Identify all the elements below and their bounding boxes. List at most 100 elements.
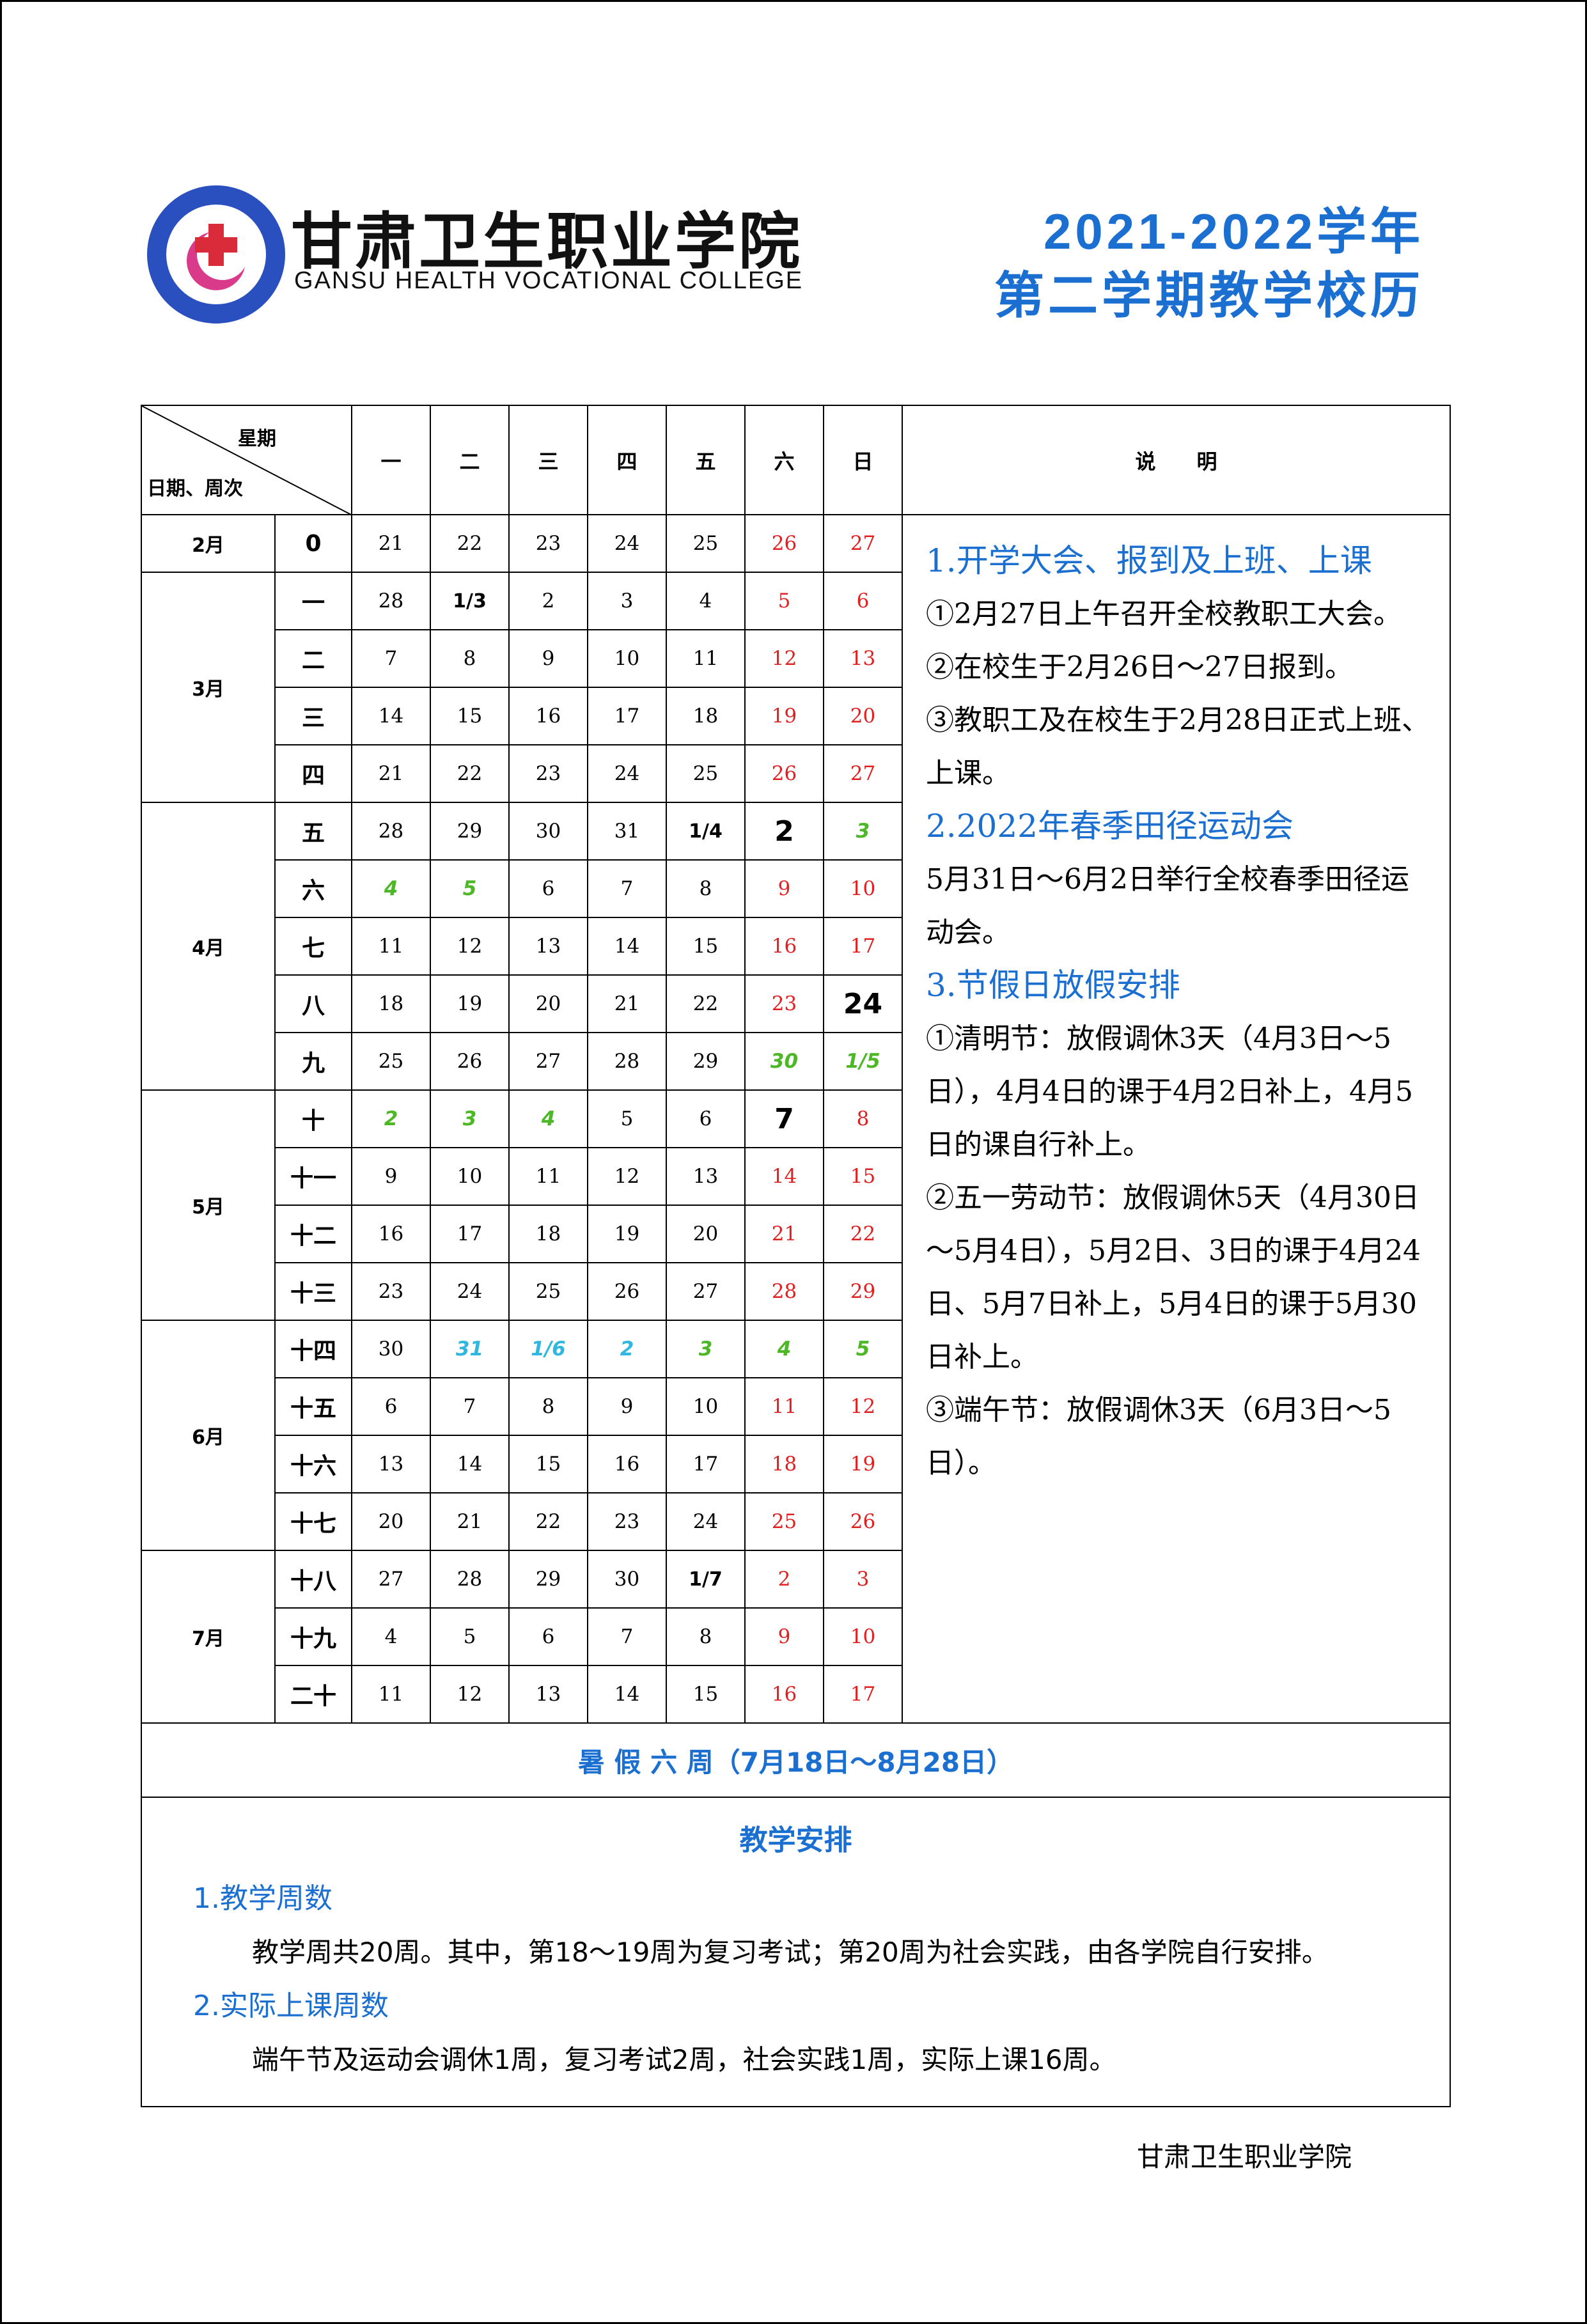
week-row: 九 25 26 27 28 29 30 1/5 bbox=[141, 1032, 1450, 1091]
day-cell: 7 bbox=[430, 1377, 510, 1436]
week-row: 十一 9 10 11 12 13 14 15 bbox=[141, 1147, 1450, 1206]
day-cell: 11 bbox=[351, 1665, 431, 1724]
day-cell: 30 bbox=[744, 1032, 824, 1091]
day-cell: 31 bbox=[430, 1320, 510, 1378]
subtitle: 第二学期教学校历 bbox=[994, 267, 1424, 324]
week-number: 十一 bbox=[274, 1147, 352, 1206]
day-cell: 2 bbox=[351, 1089, 431, 1148]
week-number: 十 bbox=[274, 1089, 352, 1148]
day-cell: 12 bbox=[430, 1665, 510, 1724]
weekday-header: 五 bbox=[666, 405, 746, 515]
calendar-table: 星期 日期、周次一二三四五六日说 明 2月 0 21 22 23 24 25 26 27 1.开学大会… bbox=[141, 405, 1451, 2107]
day-cell: 27 bbox=[351, 1550, 431, 1609]
footer: 甘肃卫生职业学院 bbox=[1136, 2141, 1352, 2172]
day-cell: 10 bbox=[823, 859, 903, 918]
day-cell: 30 bbox=[508, 802, 588, 861]
day-cell: 18 bbox=[744, 1435, 824, 1493]
day-cell: 27 bbox=[666, 1262, 746, 1321]
notes-heading: 2.2022年春季田径运动会 bbox=[926, 807, 1294, 845]
day-cell: 29 bbox=[430, 802, 510, 861]
notes-line: ①2月27日上午召开全校教职工大会。 bbox=[926, 598, 1402, 630]
day-cell: 3 bbox=[823, 1550, 903, 1609]
weekday-header: 二 bbox=[430, 405, 510, 515]
day-cell: 16 bbox=[587, 1435, 667, 1493]
week-number: 十二 bbox=[274, 1205, 352, 1263]
day-cell: 7 bbox=[587, 859, 667, 918]
week-number: 二 bbox=[274, 629, 352, 688]
school-name: 甘肃卫生职业学院 bbox=[291, 205, 802, 277]
day-cell: 11 bbox=[351, 917, 431, 976]
day-cell: 30 bbox=[351, 1320, 431, 1378]
day-cell: 11 bbox=[508, 1147, 588, 1206]
day-cell: 16 bbox=[508, 687, 588, 745]
month-label: 6月 bbox=[141, 1320, 276, 1551]
day-cell: 15 bbox=[508, 1435, 588, 1493]
day-cell: 9 bbox=[351, 1147, 431, 1206]
day-cell: 17 bbox=[430, 1205, 510, 1263]
day-cell: 21 bbox=[587, 974, 667, 1033]
day-cell: 5 bbox=[744, 572, 824, 630]
day-cell: 27 bbox=[823, 744, 903, 803]
week-number: 十三 bbox=[274, 1262, 352, 1321]
day-cell: 17 bbox=[823, 917, 903, 976]
notes-line: ①清明节：放假调休3天（4月3日～5日），4月4日的课于4月2日补上，4月5日的… bbox=[926, 1022, 1413, 1161]
week-row: 八 18 19 20 21 22 23 24 bbox=[141, 974, 1450, 1033]
day-cell: 5 bbox=[587, 1089, 667, 1148]
day-cell: 23 bbox=[744, 974, 824, 1033]
day-cell: 2 bbox=[744, 802, 824, 861]
header-row: 星期 日期、周次一二三四五六日说 明 bbox=[141, 405, 1451, 515]
day-cell: 24 bbox=[587, 744, 667, 803]
day-cell: 4 bbox=[351, 859, 431, 918]
notes-heading: 3.节假日放假安排 bbox=[926, 967, 1180, 1004]
day-cell: 22 bbox=[430, 514, 510, 573]
week-number: 七 bbox=[274, 917, 352, 976]
day-cell: 19 bbox=[744, 687, 824, 745]
day-cell: 15 bbox=[430, 687, 510, 745]
week-row: 十三 23 24 25 26 27 28 29 bbox=[141, 1262, 1450, 1321]
week-number: 十七 bbox=[274, 1492, 352, 1551]
week-row: 3月一 28 1/3 2 3 4 5 6 bbox=[141, 572, 1450, 803]
day-cell: 12 bbox=[430, 917, 510, 976]
corner-top-label: 星期 bbox=[238, 428, 276, 450]
day-cell: 20 bbox=[823, 687, 903, 745]
day-cell: 21 bbox=[351, 514, 431, 573]
day-cell: 19 bbox=[587, 1205, 667, 1263]
month-label: 7月 bbox=[141, 1550, 276, 1724]
day-cell: 8 bbox=[508, 1377, 588, 1436]
day-cell: 1/6 bbox=[508, 1320, 588, 1378]
day-cell: 23 bbox=[587, 1492, 667, 1551]
day-cell: 16 bbox=[744, 917, 824, 976]
day-cell: 22 bbox=[823, 1205, 903, 1263]
day-cell: 31 bbox=[587, 802, 667, 861]
day-cell: 29 bbox=[666, 1032, 746, 1091]
week-row: 十六 13 14 15 16 17 18 19 bbox=[141, 1435, 1450, 1493]
school-name-en: GANSU HEALTH VOCATIONAL COLLEGE bbox=[294, 267, 804, 294]
week-number: 八 bbox=[274, 974, 352, 1033]
day-cell: 9 bbox=[744, 859, 824, 918]
day-cell: 4 bbox=[508, 1089, 588, 1148]
day-cell: 12 bbox=[587, 1147, 667, 1206]
week-row: 三 14 15 16 17 18 19 20 bbox=[141, 687, 1450, 745]
week-row: 4月五 28 29 30 31 1/4 2 3 bbox=[141, 802, 1450, 1091]
day-cell: 8 bbox=[823, 1089, 903, 1148]
day-cell: 25 bbox=[508, 1262, 588, 1321]
day-cell: 16 bbox=[744, 1665, 824, 1724]
notes-line: ③端午节：放假调休3天（6月3日～5日）。 bbox=[926, 1394, 1391, 1479]
day-cell: 28 bbox=[351, 802, 431, 861]
day-cell: 14 bbox=[351, 687, 431, 745]
day-cell: 6 bbox=[508, 1607, 588, 1666]
day-cell: 1/7 bbox=[666, 1550, 746, 1609]
day-cell: 22 bbox=[508, 1492, 588, 1551]
day-cell: 7 bbox=[351, 629, 431, 688]
day-cell: 29 bbox=[508, 1550, 588, 1609]
day-cell: 10 bbox=[430, 1147, 510, 1206]
arrangement-title: 教学安排 bbox=[739, 1824, 852, 1857]
day-cell: 25 bbox=[666, 514, 746, 573]
day-cell: 10 bbox=[587, 629, 667, 688]
day-cell: 9 bbox=[744, 1607, 824, 1666]
week-row: 2月 0 21 22 23 24 25 26 27 1.开学大会、报到及上班、上课 ①2月27日上午… bbox=[141, 514, 1451, 1724]
day-cell: 22 bbox=[430, 744, 510, 803]
day-cell: 2 bbox=[508, 572, 588, 630]
day-cell: 28 bbox=[744, 1262, 824, 1321]
week-number: 十六 bbox=[274, 1435, 352, 1493]
